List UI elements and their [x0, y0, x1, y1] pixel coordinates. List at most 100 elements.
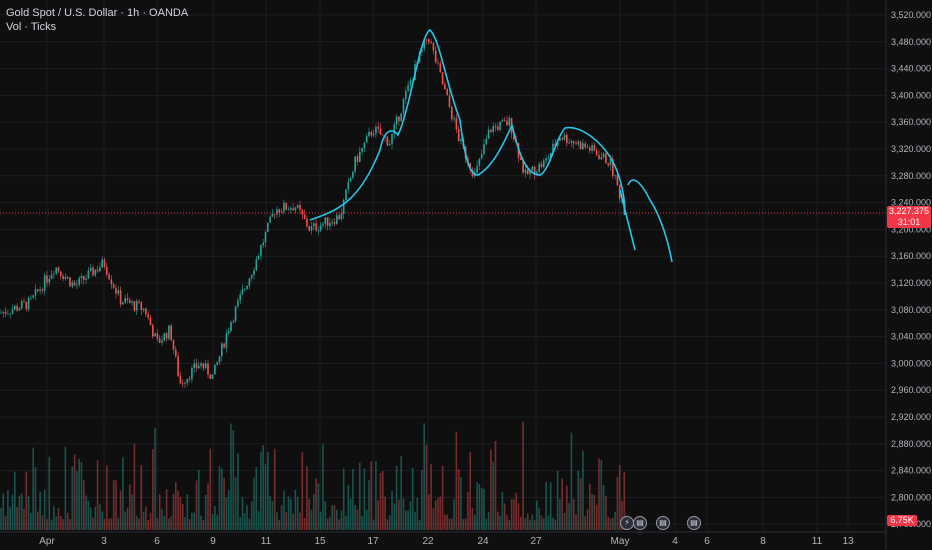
symbol-title[interactable]: Gold Spot / U.S. Dollar · 1h · OANDA — [6, 7, 189, 19]
volume-bar — [287, 496, 290, 530]
candle-body — [244, 288, 246, 290]
candle-body — [211, 374, 214, 379]
volume-bar — [485, 518, 488, 530]
candle-body — [478, 158, 481, 166]
candle-body — [200, 363, 202, 366]
volume-bar — [218, 466, 221, 530]
volume-bar — [30, 513, 32, 530]
candle-body — [9, 313, 11, 315]
candle-body — [292, 208, 294, 211]
volume-indicator-title[interactable]: Vol · Ticks — [6, 21, 57, 33]
candle-body — [161, 340, 163, 343]
candle-body — [536, 172, 538, 175]
candle-body — [501, 120, 504, 122]
candle-body — [547, 157, 550, 159]
candle-body — [278, 209, 281, 213]
candle-body — [218, 356, 221, 363]
trendline-drawing[interactable] — [309, 29, 673, 263]
candle-body — [568, 142, 570, 144]
candle-body — [301, 210, 304, 215]
candle-body — [575, 143, 577, 145]
volume-bar — [60, 516, 62, 530]
candle-body — [181, 383, 184, 385]
volume-bar — [223, 477, 225, 530]
volume-bar — [533, 519, 536, 530]
candle-body — [407, 84, 409, 91]
volume-bar — [204, 494, 207, 530]
candle-body — [204, 363, 207, 369]
candle-body — [239, 294, 241, 301]
candle-body — [66, 277, 69, 278]
candle-body — [492, 126, 494, 132]
volume-bar — [248, 518, 251, 530]
volume-bar — [283, 490, 285, 530]
time-tick-label: 22 — [422, 536, 434, 547]
us-flag-icon[interactable]: ▤ — [687, 516, 701, 530]
volume-bar — [602, 485, 605, 530]
candle-body — [184, 383, 186, 384]
volume-bar — [78, 459, 80, 530]
candle-body — [78, 278, 80, 285]
volume-bar — [545, 482, 547, 530]
volume-bar — [515, 492, 517, 530]
volume-bar — [225, 497, 228, 530]
volume-bar — [108, 518, 110, 530]
volume-bar — [64, 446, 67, 530]
volume-bar — [89, 507, 92, 530]
candle-body — [246, 285, 248, 289]
candle-body — [140, 302, 143, 310]
candle-body — [388, 143, 391, 146]
candle-body — [32, 295, 34, 298]
volume-bar — [163, 515, 166, 530]
candle-body — [264, 232, 267, 243]
volume-bar — [269, 495, 271, 530]
candle-body — [276, 209, 278, 215]
volume-bar — [503, 503, 506, 530]
candle-body — [131, 301, 133, 303]
candle-body — [577, 141, 580, 145]
time-tick-label: 9 — [210, 536, 216, 547]
volume-bar — [407, 510, 409, 530]
candle-body — [402, 99, 405, 114]
candle-body — [336, 215, 338, 224]
price-axis[interactable]: 3,520.000 3,480.000 3,440.000 3,400.000 3,36… — [891, 10, 931, 529]
candle-body — [11, 309, 14, 314]
volume-bar — [188, 518, 191, 530]
volume-bar — [354, 505, 356, 530]
volume-bar — [372, 519, 375, 530]
candle-body — [538, 163, 540, 173]
lightning-icon[interactable]: ⚡ — [620, 516, 634, 530]
volume-bar — [55, 516, 57, 530]
volume-bar — [554, 519, 557, 530]
candle-body — [64, 277, 67, 280]
us-flag-icon[interactable]: ▤ — [633, 516, 647, 530]
candle-body — [294, 207, 297, 211]
volume-bar — [214, 505, 216, 530]
volume-bar — [292, 513, 294, 530]
candle-body — [37, 289, 39, 291]
volume-bar — [464, 518, 467, 530]
volume-bar — [526, 513, 529, 530]
candle-body — [152, 325, 154, 337]
candle-body — [579, 141, 582, 150]
candle-body — [453, 118, 455, 120]
time-tick-label: 17 — [367, 536, 379, 547]
volume-bar — [398, 499, 400, 530]
volume-bar — [497, 511, 499, 530]
time-tick-label: 3 — [101, 536, 107, 547]
volume-bar — [94, 506, 97, 530]
candle-body — [494, 126, 497, 128]
volume-bar — [112, 480, 115, 530]
time-axis[interactable]: Apr 3 6 9 11 15 17 22 24 27 May 4 6 8 11 13 — [39, 536, 854, 547]
volume-bar — [71, 466, 74, 530]
us-flag-icon[interactable]: ▤ — [656, 516, 670, 530]
candle-body — [432, 42, 435, 51]
candle-body — [207, 363, 209, 375]
volume-bar — [575, 514, 577, 530]
volume-bar — [16, 506, 18, 530]
volume-bar — [184, 517, 186, 530]
volume-bar — [474, 514, 476, 530]
candle-body — [476, 165, 478, 173]
time-tick-label: 11 — [261, 536, 272, 547]
